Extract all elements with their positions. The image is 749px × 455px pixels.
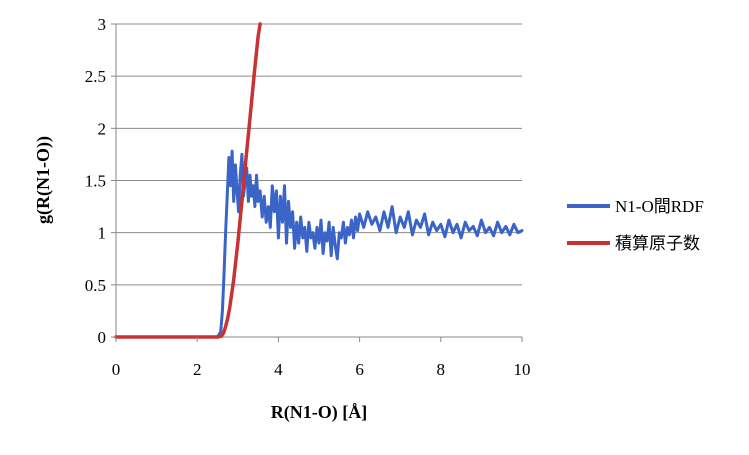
tick-labels: 0 0.5 1 1.5 2 2.5 3 0 2 4 6 8 10 <box>85 15 531 379</box>
x-axis-title: R(N1-O) [Å] <box>271 402 367 423</box>
y-tick-label: 1 <box>98 224 107 243</box>
x-tick-label: 10 <box>514 360 531 379</box>
x-tick-label: 0 <box>112 360 121 379</box>
legend-label-rdf: N1-O間RDF <box>615 197 704 216</box>
legend-label-cumulative: 積算原子数 <box>615 234 700 253</box>
y-tick-label: 0.5 <box>85 276 106 295</box>
x-tick-label: 8 <box>437 360 446 379</box>
grid-lines <box>116 23 522 286</box>
x-tick-label: 2 <box>193 360 202 379</box>
y-axis-title: g(R(N1-O)) <box>33 136 54 224</box>
series-lines <box>114 22 524 339</box>
y-tick-label: 2.5 <box>85 67 106 86</box>
y-tick-label: 3 <box>98 15 107 34</box>
y-tick-label: 2 <box>98 119 107 138</box>
y-tick-label: 1.5 <box>85 172 106 191</box>
series-line-cumulative <box>114 22 262 339</box>
x-tick-label: 6 <box>355 360 364 379</box>
legend: N1-O間RDF 積算原子数 <box>567 197 704 253</box>
x-tick-label: 4 <box>274 360 283 379</box>
series-line-rdf <box>114 149 524 339</box>
y-tick-label: 0 <box>98 328 107 347</box>
